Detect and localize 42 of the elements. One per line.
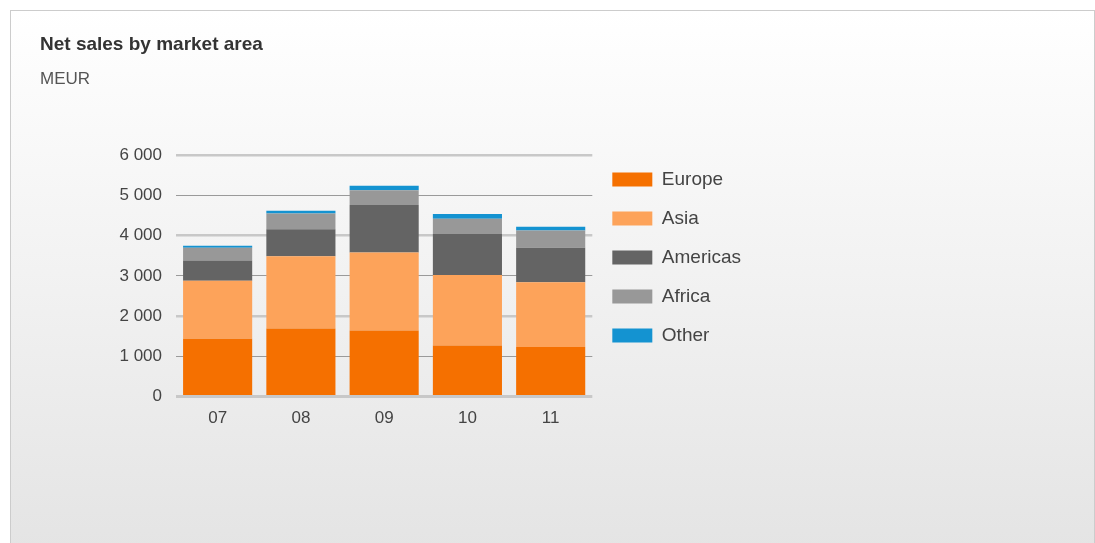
- y-tick-label: 0: [152, 386, 162, 406]
- bar: [516, 282, 586, 348]
- bar: [349, 252, 419, 331]
- legend-label: Africa: [661, 284, 711, 306]
- bar: [432, 345, 502, 396]
- legend-label: Europe: [661, 167, 724, 189]
- bar: [516, 247, 586, 283]
- bar: [516, 230, 586, 248]
- y-tick-label: 3 000: [119, 265, 162, 285]
- bar: [183, 245, 253, 248]
- bar: [432, 218, 502, 235]
- bar: [183, 280, 253, 339]
- x-tick-label: 07: [208, 408, 228, 428]
- bar: [183, 247, 253, 261]
- legend-label: Other: [661, 323, 711, 345]
- y-tick-label: 5 000: [119, 185, 162, 205]
- chart-title: Net sales by market area: [40, 33, 263, 55]
- bar: [432, 213, 502, 219]
- x-tick-label: 10: [457, 408, 477, 428]
- y-tick-label: 1 000: [119, 346, 162, 366]
- bar: [349, 330, 419, 396]
- x-tick-label: 08: [291, 408, 311, 428]
- y-tick-label: 6 000: [119, 144, 162, 164]
- bar: [266, 210, 336, 214]
- bar: [266, 328, 336, 396]
- bar: [266, 213, 336, 230]
- bar: [266, 256, 336, 329]
- bar: [266, 229, 336, 257]
- x-tick-label: 11: [541, 408, 560, 428]
- x-tick-label: 09: [374, 408, 394, 428]
- y-tick-label: 2 000: [119, 305, 162, 325]
- bar: [516, 347, 586, 396]
- bar: [183, 260, 253, 281]
- legend-label: Americas: [661, 245, 742, 267]
- bar: [349, 185, 419, 191]
- bar: [432, 275, 502, 346]
- bar: [349, 205, 419, 253]
- bar: [432, 234, 502, 276]
- bar: [183, 338, 253, 396]
- legend-label: Asia: [661, 206, 700, 228]
- y-tick-label: 4 000: [119, 225, 162, 245]
- chart-subtitle: MEUR: [40, 69, 91, 89]
